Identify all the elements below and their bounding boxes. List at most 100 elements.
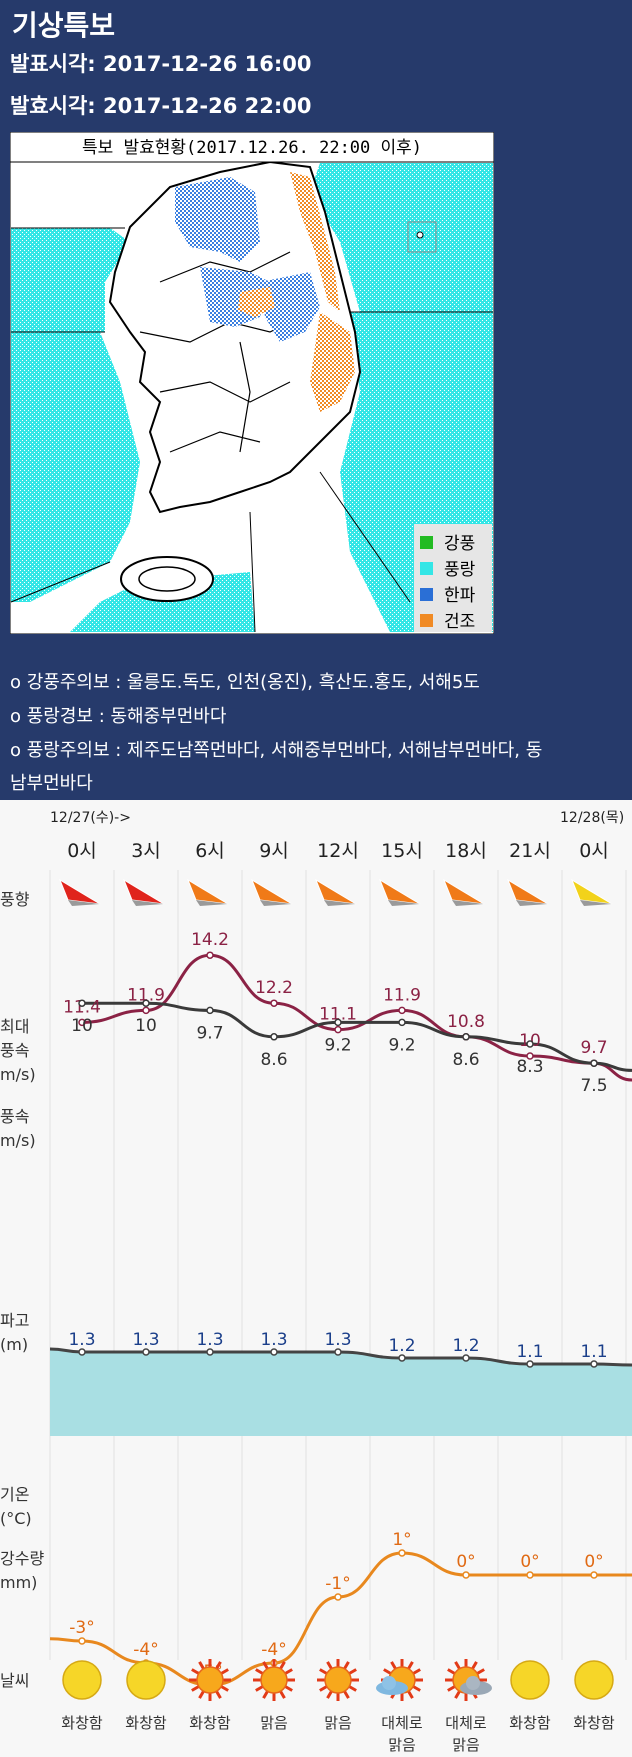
advisory-line-2: o 풍랑경보 : 동해중부먼바다 [10, 706, 227, 727]
wave-point [270, 1348, 278, 1356]
row-label-temp: 기온 [0, 1485, 29, 1504]
wind-direction-shadow [132, 900, 164, 906]
page-title: 기상특보 [12, 9, 116, 42]
legend-label: 강풍 [444, 534, 475, 554]
sun-icon [126, 1660, 166, 1700]
wind-direction-shadow [260, 900, 292, 906]
temperature-label: 0° [456, 1552, 475, 1572]
row-label-wave: 파고 [0, 1311, 29, 1330]
temperature-point [78, 1637, 86, 1645]
wind-point [78, 999, 86, 1007]
wind-point [334, 1018, 342, 1027]
wind-direction-shadow [68, 900, 100, 906]
wind-line [82, 1001, 632, 1072]
wave-point [398, 1354, 406, 1362]
row-label-max-wind: 최대 [0, 1017, 29, 1036]
wind-direction-icon [58, 878, 101, 905]
legend-label: 풍랑 [444, 560, 476, 580]
weather-label: 화창함 [573, 1714, 615, 1732]
temperature-label: 0° [584, 1552, 603, 1572]
wind-direction-icon [378, 878, 421, 905]
row-label-max-wind: m/s) [0, 1065, 36, 1084]
weather-label: 맑음 [452, 1736, 480, 1754]
row-label-wind-dir: 풍향 [0, 890, 30, 909]
row-label-wave: (m) [0, 1335, 28, 1354]
wave-label: 1.3 [196, 1330, 223, 1350]
max-wind-point [206, 951, 214, 959]
legend-swatch [420, 588, 433, 601]
sun-icon [574, 1660, 614, 1700]
sun-rays-icon [253, 1659, 295, 1701]
weather-label: 맑음 [260, 1714, 288, 1732]
advisory-line-4: 남부먼바다 [10, 773, 93, 794]
wind-direction-icon [570, 878, 613, 905]
wind-point [206, 1006, 214, 1015]
time-label: 21시 [509, 840, 551, 862]
time-label: 15시 [381, 840, 423, 862]
temperature-label: 0° [520, 1552, 539, 1572]
time-label: 0시 [579, 840, 609, 862]
max-wind-label: 11.4 [63, 997, 101, 1017]
sun-cloud-icon [445, 1659, 492, 1701]
row-label-precip: 강수량 [0, 1549, 44, 1568]
temperature-label: -3° [69, 1618, 94, 1638]
legend-swatch [420, 614, 433, 627]
max-wind-point [398, 1006, 406, 1015]
max-wind-point [334, 1025, 342, 1034]
time-label: 18시 [445, 840, 487, 862]
weather-label: 대체로 [381, 1714, 423, 1732]
wind-label: 9.7 [196, 1023, 223, 1043]
temperature-point [462, 1571, 470, 1579]
temperature-point [590, 1571, 598, 1579]
wind-direction-shadow [516, 900, 548, 906]
row-label-temp: (°C) [0, 1509, 32, 1528]
time-label: 0시 [67, 840, 97, 862]
wave-point [462, 1354, 470, 1362]
max-wind-line [81, 953, 632, 1082]
temperature-label: -1° [325, 1574, 350, 1594]
weather-label: 맑음 [324, 1714, 352, 1732]
weather-label: 대체로 [445, 1714, 487, 1732]
weather-warning-panel: 기상특보 발표시각: 2017-12-26 16:00 발효시각: 2017-1… [0, 0, 632, 800]
wind-point [462, 1033, 470, 1041]
weather-label: 맑음 [388, 1736, 416, 1754]
wind-point [526, 1040, 534, 1048]
max-wind-label: 14.2 [191, 930, 229, 950]
wind-direction-icon [250, 878, 293, 905]
row-label-weather: 날씨 [0, 1671, 29, 1690]
effective-time: 발효시각: 2017-12-26 22:00 [10, 94, 312, 118]
time-label: 12시 [317, 840, 359, 862]
announce-time: 발표시각: 2017-12-26 16:00 [10, 52, 312, 76]
wave-point [142, 1348, 150, 1356]
temperature-label: 1° [392, 1530, 411, 1550]
wind-point [590, 1059, 598, 1067]
temperature-point [334, 1593, 342, 1601]
time-label: 6시 [195, 840, 225, 862]
hourly-forecast-chart: 12/27(수)-> 12/28(목) 0시 3시 6시 9시 12시 15시 18시 21시 0시… [0, 810, 632, 1754]
max-wind-label: 9.7 [580, 1038, 607, 1058]
weather-label: 화창함 [189, 1714, 231, 1732]
legend-label: 한파 [444, 586, 476, 606]
wind-direction-icon [506, 878, 549, 905]
wind-label: 9.2 [324, 1035, 351, 1055]
date-next-label: 12/28(목) [560, 810, 624, 826]
wave-label: 1.1 [516, 1342, 543, 1362]
hourly-forecast-panel[interactable]: 12/27(수)-> 12/28(목) 0시 3시 6시 9시 12시 15시 18시 21시 0시… [0, 800, 632, 1757]
wave-label: 1.1 [580, 1342, 607, 1362]
wind-point [398, 1018, 406, 1027]
row-label-wind: 풍속 [0, 1107, 29, 1126]
wave-label: 1.3 [132, 1330, 159, 1350]
wind-label: 9.2 [388, 1035, 415, 1055]
wind-label: 8.6 [452, 1050, 479, 1070]
weather-label: 화창함 [61, 1714, 103, 1732]
wind-direction-icon [122, 878, 165, 905]
wave-label: 1.3 [260, 1330, 287, 1350]
temperature-point [398, 1549, 406, 1557]
max-wind-point [78, 1018, 86, 1027]
advisory-line-1: o 강풍주의보 : 울릉도.독도, 인천(옹진), 흑산도.홍도, 서해5도 [10, 672, 480, 693]
max-wind-label: 12.2 [255, 978, 293, 998]
max-wind-point [142, 1006, 150, 1015]
wave-point [334, 1348, 342, 1356]
warning-map[interactable]: 강풍 풍랑 한파 건조 특보 발효현황(2017.12.26. 22:00 이후) [10, 132, 494, 634]
sun-rays-icon [317, 1659, 359, 1701]
